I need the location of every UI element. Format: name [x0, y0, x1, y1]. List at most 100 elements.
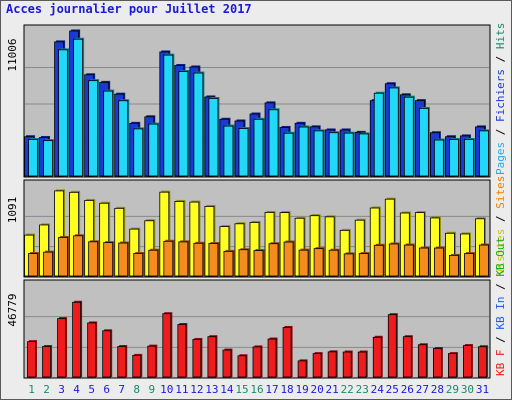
x-tick-label: 22: [341, 383, 354, 396]
bar-sites: [418, 247, 429, 277]
x-tick-label: 1: [28, 383, 35, 396]
bar-pages: [223, 125, 234, 177]
x-tick-label: 8: [133, 383, 140, 396]
bar-sites: [464, 253, 474, 277]
bar-pages: [433, 139, 444, 177]
x-tick-label: 25: [386, 383, 399, 396]
bar-pages: [103, 90, 114, 177]
bar-kb-f: [57, 318, 66, 378]
x-tick-label: 11: [175, 383, 188, 396]
bar-kb-f: [478, 346, 487, 378]
bar-kb-f: [177, 324, 187, 378]
bar-sites: [449, 254, 459, 277]
x-tick-label: 30: [461, 383, 474, 396]
bar-sites: [208, 243, 219, 277]
bar-pages: [358, 133, 369, 177]
bar-sites: [313, 248, 324, 277]
bar-kb-f: [132, 354, 142, 378]
bar-kb-f: [27, 341, 36, 378]
x-tick-label: 10: [160, 383, 173, 396]
bar-kb-f: [222, 349, 232, 378]
bar-pages: [464, 139, 474, 177]
bar-kb-f: [42, 346, 51, 378]
bar-sites: [133, 253, 144, 277]
bar-sites: [268, 243, 279, 277]
bar-sites: [403, 244, 414, 277]
bar-kb-f: [432, 348, 442, 378]
bar-pages: [298, 126, 309, 177]
bar-kb-f: [463, 345, 472, 378]
x-tick-label: 9: [148, 383, 155, 396]
bar-pages: [373, 92, 384, 177]
x-tick-label: 18: [280, 383, 293, 396]
bar-kb-f: [312, 353, 322, 378]
bar-sites: [73, 235, 84, 277]
bar-kb-f: [147, 345, 157, 378]
bar-kb-f: [87, 322, 97, 378]
bar-sites: [88, 241, 99, 277]
bar-kb-f: [72, 301, 82, 378]
chart-title: Acces journalier pour Juillet 2017: [6, 2, 252, 16]
x-tick-label: 27: [416, 383, 429, 396]
bar-kb-f: [102, 330, 112, 378]
bar-pages: [479, 130, 489, 177]
bar-sites: [163, 240, 174, 277]
bar-kb-f: [402, 336, 412, 378]
bar-pages: [313, 130, 324, 177]
x-tick-label: 16: [250, 383, 263, 396]
bar-sites: [193, 242, 204, 277]
bar-sites: [58, 237, 68, 277]
bar-sites: [28, 253, 38, 277]
x-tick-label: 26: [401, 383, 414, 396]
bar-sites: [223, 250, 234, 277]
bar-sites: [373, 244, 384, 277]
x-tick-label: 6: [103, 383, 110, 396]
bar-kb-f: [448, 353, 457, 378]
x-tick-label: 24: [371, 383, 385, 396]
bar-pages: [283, 132, 294, 177]
x-tick-label: 2: [43, 383, 50, 396]
bar-pages: [163, 54, 174, 177]
x-tick-label: 23: [356, 383, 369, 396]
bar-sites: [238, 249, 249, 277]
bar-pages: [253, 118, 264, 177]
x-tick-label: 14: [220, 383, 234, 396]
bar-pages: [418, 107, 429, 177]
bar-kb-f: [342, 351, 352, 378]
x-tick-label: 12: [190, 383, 203, 396]
bar-kb-f: [417, 344, 427, 378]
y-max-label-middle: 1091: [6, 197, 19, 224]
bar-pages: [133, 128, 144, 177]
bar-pages: [73, 38, 84, 177]
bar-kb-f: [282, 327, 292, 378]
bar-kb-f: [357, 351, 367, 378]
bar-kb-f: [117, 346, 127, 378]
x-tick-label: 20: [311, 383, 324, 396]
x-tick-label: 13: [205, 383, 218, 396]
bar-pages: [343, 132, 354, 177]
bar-kb-f: [252, 346, 262, 378]
y-max-label-top: 11006: [6, 38, 19, 71]
bar-kb-f: [327, 351, 337, 378]
x-tick-label: 7: [118, 383, 125, 396]
x-tick-label: 28: [431, 383, 444, 396]
bar-pages: [178, 71, 189, 177]
bar-sites: [328, 249, 339, 277]
bar-sites: [358, 253, 369, 277]
bar-sites: [103, 242, 114, 277]
y-max-label-bottom: 46779: [6, 293, 19, 326]
bar-kb-f: [237, 355, 247, 378]
x-tick-label: 4: [73, 383, 80, 396]
bar-kb-f: [192, 339, 202, 378]
bar-pages: [148, 123, 159, 177]
x-tick-label: 29: [446, 383, 459, 396]
bar-sites: [43, 251, 53, 277]
bar-pages: [268, 109, 279, 177]
bar-sites: [253, 250, 264, 277]
x-tick-label: 19: [295, 383, 308, 396]
x-tick-label: 5: [88, 383, 95, 396]
legend-middle: Visites / Sites: [494, 176, 507, 275]
bar-sites: [479, 244, 489, 277]
x-tick-label: 17: [265, 383, 278, 396]
